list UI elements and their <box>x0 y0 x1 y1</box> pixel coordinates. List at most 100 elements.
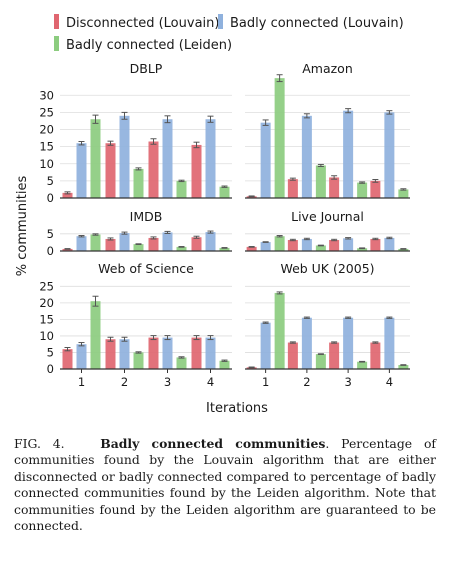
error-bar <box>248 195 255 198</box>
bar-badly-connected-leiden-iter-1 <box>90 119 101 198</box>
bar-badly-connected-louvain-iter-1 <box>260 242 271 251</box>
error-bar <box>221 359 228 362</box>
bar-disconnected-louvain-iter-4 <box>370 342 381 369</box>
bar-disconnected-louvain-iter-4 <box>191 144 202 198</box>
figure-caption: FIG. 4. Badly connected communities. Per… <box>14 436 436 534</box>
error-bar <box>135 351 142 354</box>
bar-disconnected-louvain-iter-3 <box>148 237 159 251</box>
bar-badly-connected-leiden-iter-1 <box>90 301 101 369</box>
error-bar <box>78 141 85 146</box>
bar-badly-connected-leiden-iter-1 <box>274 292 285 369</box>
error-bar <box>359 181 366 184</box>
bar-badly-connected-leiden-iter-3 <box>176 357 187 369</box>
bar-badly-connected-louvain-iter-3 <box>343 110 354 198</box>
bar-disconnected-louvain-iter-2 <box>287 179 298 198</box>
bar-disconnected-louvain-iter-1 <box>62 248 73 251</box>
bar-badly-connected-leiden-iter-4 <box>398 248 409 251</box>
bar-badly-connected-leiden-iter-2 <box>133 244 144 251</box>
error-bar <box>107 237 114 241</box>
y-tick-label: 0 <box>47 244 54 258</box>
y-tick-label: 20 <box>39 296 54 310</box>
legend-label-badly-connected-leiden: Badly connected (Leiden) <box>66 38 232 53</box>
bar-badly-connected-louvain-iter-2 <box>119 339 130 369</box>
bar-disconnected-louvain-iter-3 <box>329 240 340 251</box>
bar-disconnected-louvain-iter-3 <box>329 177 340 198</box>
x-tick-label: 4 <box>386 375 393 389</box>
error-bar <box>207 335 214 341</box>
bar-disconnected-louvain-iter-4 <box>191 237 202 251</box>
error-bar <box>303 113 310 119</box>
x-tick-label: 4 <box>207 375 214 389</box>
x-tick-label: 3 <box>344 375 351 389</box>
error-bar <box>150 138 157 145</box>
error-bar <box>331 175 338 180</box>
legend-swatch-disconnected-louvain <box>54 14 59 29</box>
panel-imdb: IMDB 0 5 <box>47 209 232 258</box>
error-bar <box>303 316 310 319</box>
error-bar <box>92 295 99 307</box>
bar-badly-connected-louvain-iter-3 <box>162 119 173 198</box>
error-bar <box>164 335 171 341</box>
bar-badly-connected-louvain-iter-3 <box>162 337 173 369</box>
y-tick-label: 5 <box>47 174 54 188</box>
bar-badly-connected-leiden-iter-4 <box>219 247 230 251</box>
bar-disconnected-louvain-iter-3 <box>329 342 340 369</box>
error-bar <box>345 108 352 114</box>
panel-title-live-journal: Live Journal <box>291 209 364 224</box>
bar-badly-connected-louvain-iter-2 <box>301 317 312 369</box>
error-bar <box>92 233 99 236</box>
bar-disconnected-louvain-iter-1 <box>246 246 257 251</box>
error-bar <box>372 179 379 183</box>
error-bar <box>289 177 296 181</box>
error-bar <box>248 366 255 369</box>
error-bar <box>317 244 324 247</box>
error-bar <box>135 243 142 245</box>
y-tick-label: 0 <box>47 362 54 376</box>
bar-badly-connected-leiden-iter-4 <box>219 360 230 369</box>
legend-swatch-badly-connected-leiden <box>54 36 59 51</box>
error-bar <box>64 347 71 352</box>
legend: Disconnected (Louvain) Badly connected (… <box>54 14 404 53</box>
bar-badly-connected-leiden-iter-3 <box>176 246 187 251</box>
error-bar <box>345 237 352 240</box>
bar-badly-connected-louvain-iter-1 <box>76 143 87 198</box>
y-tick-label: 0 <box>47 191 54 205</box>
bar-badly-connected-leiden-iter-4 <box>398 365 409 369</box>
error-bar <box>92 114 99 124</box>
x-tick-label: 3 <box>164 375 171 389</box>
bar-badly-connected-louvain-iter-2 <box>301 115 312 198</box>
y-tick-label: 15 <box>39 140 54 154</box>
y-axis-label: % communities <box>15 176 30 277</box>
y-tick-label: 10 <box>39 157 54 171</box>
error-bar <box>386 316 393 319</box>
error-bar <box>121 231 128 235</box>
y-tick-label: 25 <box>39 279 54 293</box>
error-bar <box>289 341 296 344</box>
bar-badly-connected-leiden-iter-4 <box>219 186 230 198</box>
error-bar <box>248 246 255 248</box>
legend-swatch-badly-connected-louvain <box>218 14 223 29</box>
y-tick-label: 5 <box>47 345 54 359</box>
error-bar <box>207 230 214 234</box>
bar-badly-connected-louvain-iter-2 <box>119 115 130 198</box>
bar-badly-connected-louvain-iter-1 <box>76 344 87 369</box>
bar-disconnected-louvain-iter-4 <box>191 337 202 369</box>
bar-badly-connected-louvain-iter-3 <box>343 238 354 251</box>
y-tick-label: 25 <box>39 105 54 119</box>
error-bar <box>400 364 407 366</box>
bar-disconnected-louvain-iter-3 <box>148 141 159 198</box>
y-tick-label: 5 <box>47 227 54 241</box>
legend-label-badly-connected-louvain: Badly connected (Louvain) <box>230 16 404 31</box>
error-bar <box>164 115 171 124</box>
error-bar <box>289 238 296 242</box>
bar-badly-connected-leiden-iter-2 <box>315 245 326 251</box>
error-bar <box>121 111 128 120</box>
error-bar <box>372 237 379 241</box>
bar-badly-connected-leiden-iter-1 <box>274 236 285 251</box>
error-bar <box>193 141 200 149</box>
bar-badly-connected-leiden-iter-3 <box>357 361 368 369</box>
error-bar <box>331 341 338 344</box>
error-bar <box>207 115 214 123</box>
error-bar <box>178 356 185 359</box>
